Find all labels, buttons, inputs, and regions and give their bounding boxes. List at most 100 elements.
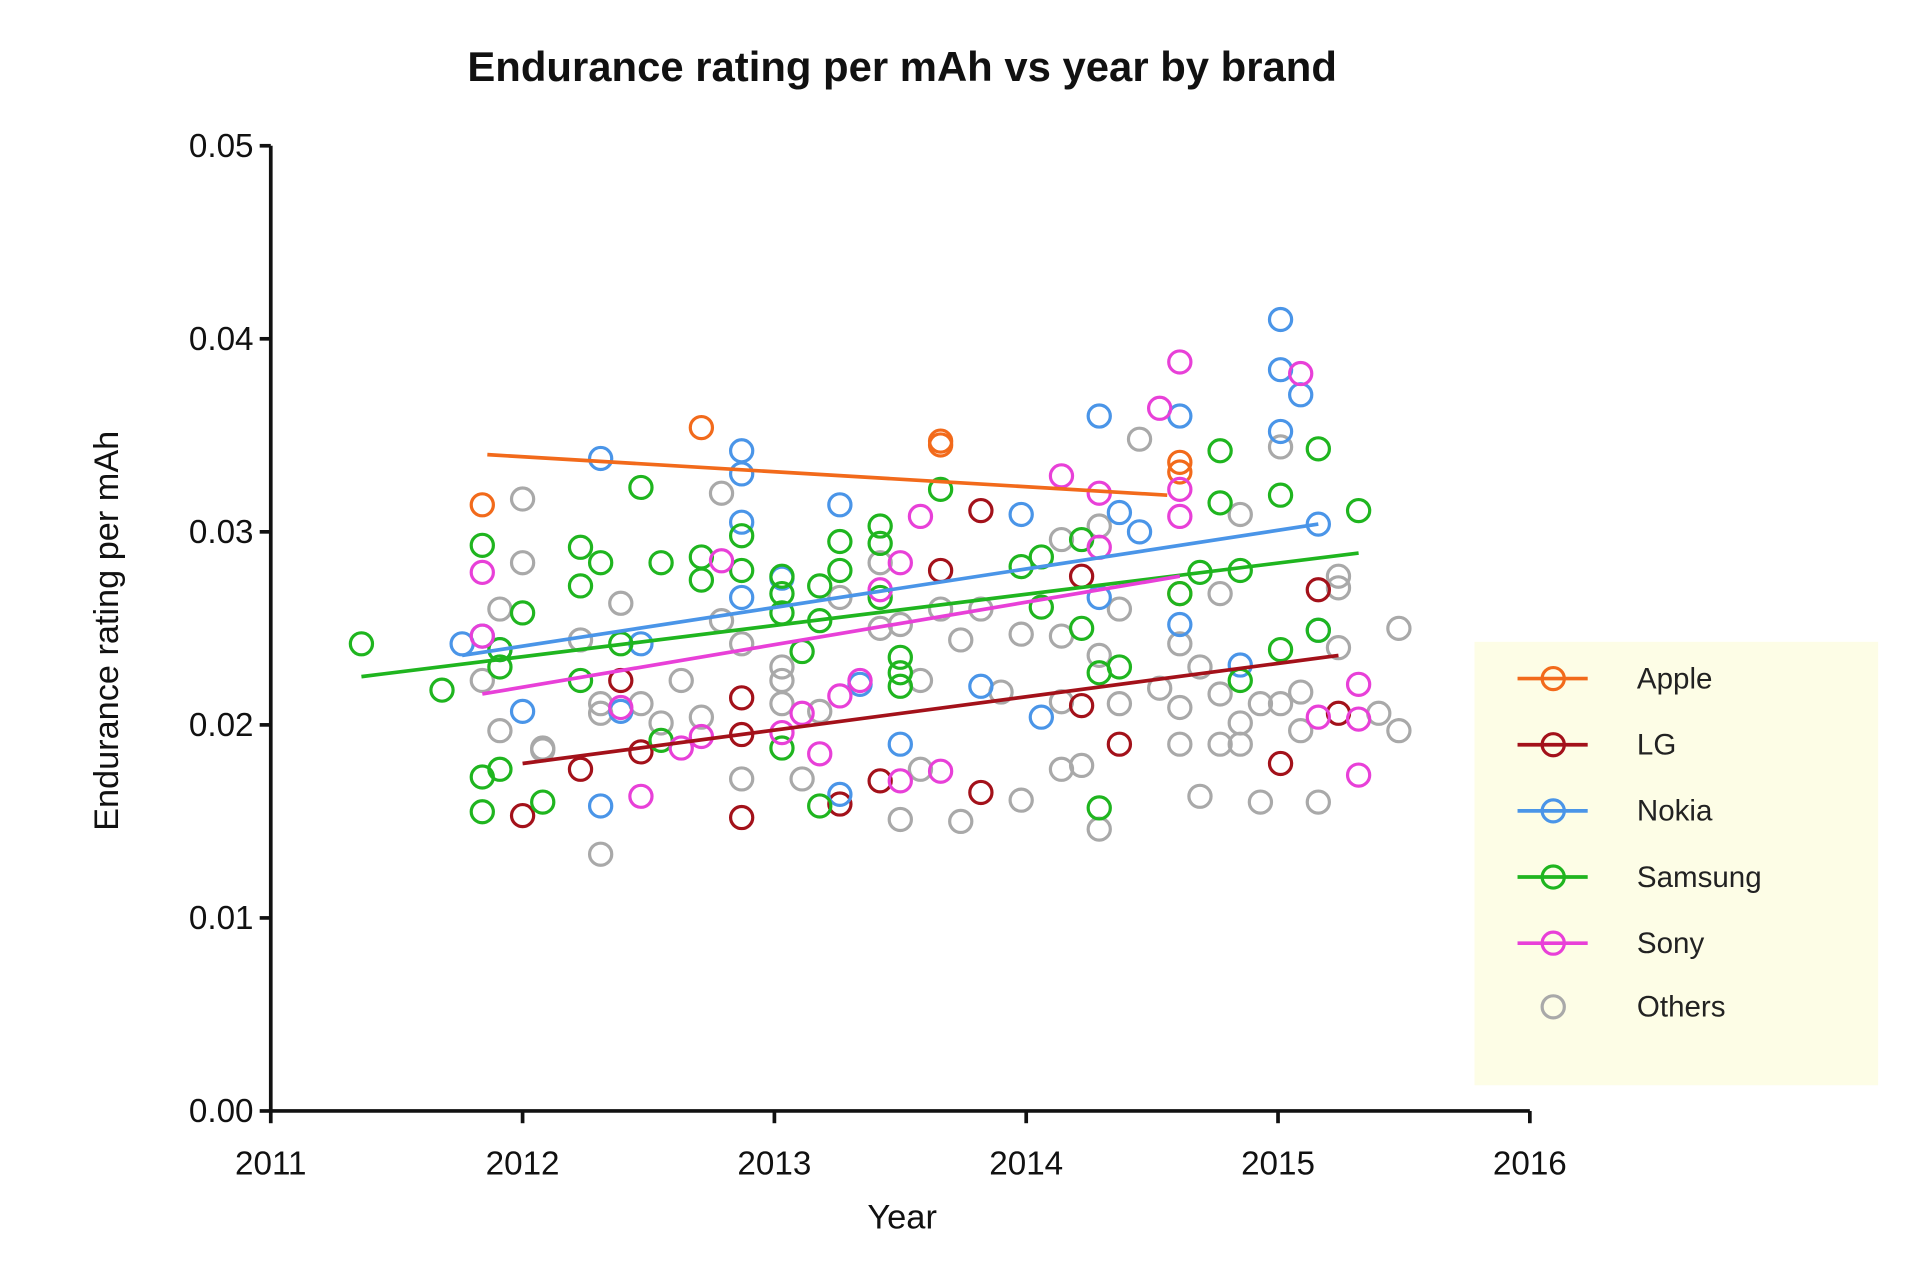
data-point [1207, 681, 1233, 707]
legend-item-nokia: Nokia [1517, 795, 1713, 828]
series-sony [469, 349, 1372, 809]
data-point [728, 685, 755, 711]
data-point [827, 791, 853, 817]
legend-label: Apple [1637, 662, 1713, 695]
data-point [1305, 577, 1331, 603]
data-point [1106, 731, 1133, 757]
data-point [628, 783, 654, 809]
legend-marker [1540, 665, 1566, 692]
data-point [927, 758, 954, 784]
x-tick-label: 2013 [737, 1146, 811, 1183]
data-point [807, 793, 833, 819]
data-point [1068, 752, 1095, 779]
data-point [587, 793, 614, 819]
data-point [1106, 499, 1133, 526]
legend-label: Others [1637, 991, 1726, 1024]
data-point [1068, 563, 1095, 589]
data-point [469, 623, 495, 649]
data-point [628, 474, 654, 501]
data-point [1247, 691, 1274, 717]
data-point [1288, 718, 1314, 744]
data-point [1167, 476, 1193, 502]
data-point [648, 710, 674, 736]
data-point [608, 590, 634, 616]
data-point [608, 694, 634, 721]
data-point [628, 739, 654, 765]
data-point [1207, 731, 1233, 757]
data-point [968, 673, 994, 699]
data-point [867, 550, 893, 576]
data-point [907, 756, 934, 782]
data-point [1267, 691, 1294, 717]
data-point [688, 723, 715, 750]
data-point [1247, 789, 1274, 815]
data-point [1126, 519, 1153, 545]
data-point [348, 631, 375, 657]
data-point [728, 438, 755, 464]
data-point [1126, 426, 1153, 452]
data-point [927, 596, 954, 622]
trendline-nokia [461, 522, 1319, 658]
data-point [1325, 575, 1352, 601]
legend-item-sony: Sony [1517, 927, 1704, 960]
x-tick-label: 2012 [486, 1146, 560, 1183]
legend-item-apple: Apple [1517, 662, 1713, 695]
data-point [509, 486, 536, 512]
x-tick-label: 2011 [235, 1146, 306, 1183]
data-point [887, 768, 913, 794]
data-point [1167, 580, 1193, 607]
data-point [487, 718, 513, 744]
data-point [509, 802, 536, 829]
data-point [509, 698, 536, 724]
data-point [688, 704, 715, 730]
data-point [1386, 718, 1412, 744]
data-point [469, 532, 495, 558]
data-point [648, 550, 674, 576]
data-point [887, 673, 913, 699]
data-point [1227, 501, 1253, 528]
data-point [728, 584, 755, 611]
data-point [1325, 563, 1352, 589]
data-point [567, 573, 594, 599]
data-point [1167, 631, 1193, 657]
data-point [1345, 671, 1372, 697]
data-point [1227, 710, 1253, 736]
data-point [1008, 787, 1034, 813]
data-point [1167, 731, 1193, 757]
data-point [907, 503, 934, 530]
data-point [1068, 692, 1095, 719]
data-point [887, 660, 913, 686]
data-point [688, 544, 715, 570]
x-axis-label: Year [867, 1199, 937, 1237]
data-point [1267, 357, 1294, 383]
data-point [567, 534, 594, 560]
legend-marker [1540, 864, 1566, 890]
plot-area [348, 306, 1412, 867]
legend-item-samsung: Samsung [1517, 861, 1762, 894]
data-point [728, 804, 755, 831]
data-point [887, 731, 913, 757]
data-point [1086, 795, 1112, 821]
data-point [1147, 675, 1173, 701]
data-point [1147, 395, 1173, 421]
data-point [587, 841, 614, 867]
data-point [807, 573, 833, 599]
data-point [1305, 436, 1331, 462]
data-point [948, 627, 974, 653]
data-point [887, 644, 913, 670]
data-point [487, 654, 513, 680]
data-point [867, 530, 893, 557]
x-tick-label: 2016 [1493, 1146, 1567, 1183]
trendline-lg [522, 653, 1339, 766]
data-point [789, 638, 815, 665]
data-point [1167, 611, 1193, 638]
data-point [968, 779, 994, 806]
data-point [1207, 580, 1233, 607]
data-point [1305, 617, 1331, 643]
data-point [728, 631, 755, 657]
data-point [487, 756, 513, 782]
data-point [509, 550, 536, 576]
data-point [1267, 306, 1294, 333]
data-point [1227, 652, 1253, 678]
y-tick-label: 0.04 [189, 321, 254, 358]
